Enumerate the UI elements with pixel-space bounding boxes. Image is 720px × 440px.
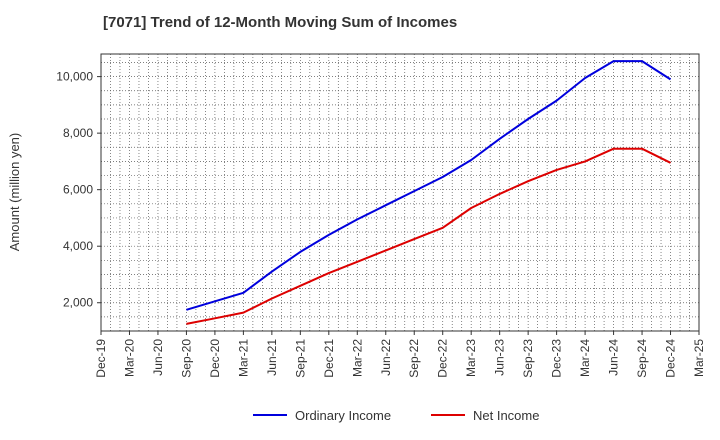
x-tick-label: Sep-21 xyxy=(293,339,307,378)
legend-label-net-income: Net Income xyxy=(473,408,539,423)
y-tick-label: 10,000 xyxy=(56,70,93,84)
x-tick-label: Jun-21 xyxy=(265,339,279,376)
grid-lines xyxy=(101,54,699,331)
x-tick-label: Dec-20 xyxy=(208,339,222,378)
x-tick-label: Dec-24 xyxy=(664,339,678,378)
chart-title: [7071] Trend of 12-Month Moving Sum of I… xyxy=(103,14,458,31)
x-tick-label: Mar-20 xyxy=(122,339,136,377)
y-tick-labels: 2,000 4,000 6,000 8,000 10,000 xyxy=(56,70,101,310)
y-tick-label: 6,000 xyxy=(63,183,93,197)
x-tick-label: Mar-24 xyxy=(578,339,592,377)
x-tick-label: Jun-23 xyxy=(493,339,507,376)
x-tick-label: Sep-23 xyxy=(521,339,535,378)
x-tick-label: Sep-24 xyxy=(635,339,649,378)
x-tick-label: Mar-25 xyxy=(692,339,706,377)
y-tick-label: 8,000 xyxy=(63,126,93,140)
series-line-ordinary-income xyxy=(186,60,672,311)
x-tick-label: Jun-24 xyxy=(607,339,621,376)
x-tick-label: Dec-23 xyxy=(550,339,564,378)
y-tick-label: 2,000 xyxy=(63,296,93,310)
y-tick-label: 4,000 xyxy=(63,239,93,253)
x-tick-label: Mar-23 xyxy=(464,339,478,377)
series-line-net-income xyxy=(186,147,671,325)
plot-frame xyxy=(100,53,700,332)
x-tick-label: Sep-22 xyxy=(407,339,421,378)
x-tick-label: Sep-20 xyxy=(179,339,193,378)
x-tick-label: Jun-20 xyxy=(151,339,165,376)
x-tick-label: Dec-22 xyxy=(436,339,450,378)
legend: Ordinary Income Net Income xyxy=(253,408,539,423)
x-tick-labels: Dec-19 Mar-20 Jun-20 Sep-20 Dec-20 Mar-21 Jun-… xyxy=(94,331,706,378)
x-tick-label: Mar-21 xyxy=(236,339,250,377)
y-axis-label: Amount (million yen) xyxy=(7,133,22,252)
x-tick-label: Jun-22 xyxy=(379,339,393,376)
x-tick-label: Dec-21 xyxy=(322,339,336,378)
x-tick-label: Mar-22 xyxy=(350,339,364,377)
series-lines xyxy=(186,60,672,325)
plot-area xyxy=(101,54,699,331)
x-tick-label: Dec-19 xyxy=(94,339,108,378)
legend-label-ordinary-income: Ordinary Income xyxy=(295,408,391,423)
